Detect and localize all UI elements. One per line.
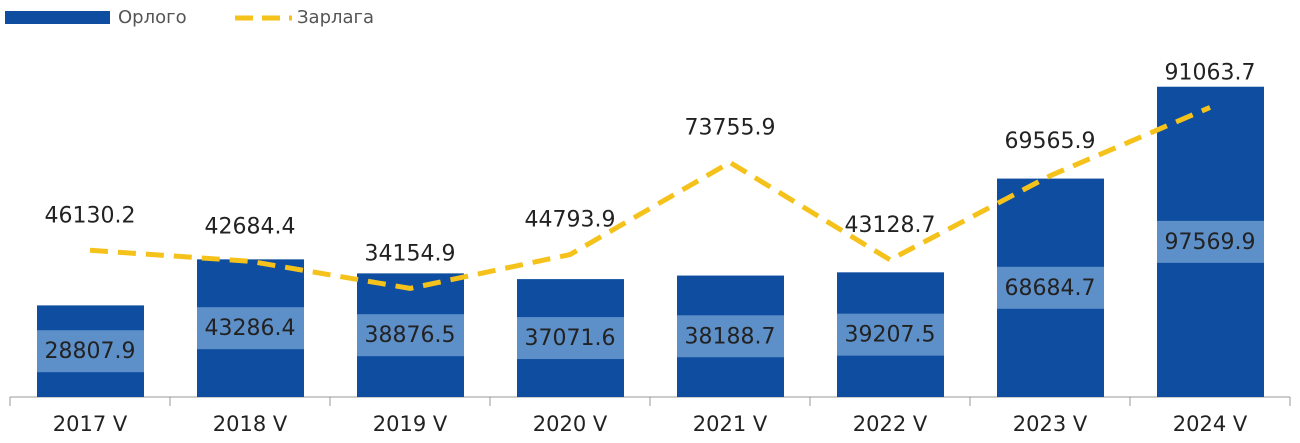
line-label: 69565.9 bbox=[1005, 129, 1096, 154]
bar-label-bg bbox=[677, 315, 784, 358]
bar-label: 38188.7 bbox=[685, 324, 776, 349]
bar-label-bg bbox=[357, 314, 464, 357]
bar-label-bg bbox=[1157, 220, 1264, 263]
legend-label: Орлого bbox=[118, 7, 187, 28]
x-tick-label: 2017 V bbox=[53, 412, 128, 436]
line-label: 91063.7 bbox=[1165, 60, 1256, 85]
bar-label: 39207.5 bbox=[845, 323, 936, 348]
x-tick-label: 2018 V bbox=[213, 412, 288, 436]
x-tick-label: 2022 V bbox=[853, 412, 928, 436]
bar-label-bg bbox=[197, 307, 304, 350]
x-tick-label: 2020 V bbox=[533, 412, 608, 436]
line-label: 46130.2 bbox=[45, 203, 136, 228]
line-label: 42684.4 bbox=[205, 214, 296, 239]
legend-label: Зарлага bbox=[297, 7, 374, 28]
line-label: 73755.9 bbox=[685, 115, 776, 140]
x-tick-label: 2019 V bbox=[373, 412, 448, 436]
x-tick-label: 2021 V bbox=[693, 412, 768, 436]
bar-label: 28807.9 bbox=[45, 339, 136, 364]
bar-label-bg bbox=[997, 266, 1104, 309]
bar-label: 43286.4 bbox=[205, 316, 296, 341]
bar-label: 97569.9 bbox=[1165, 230, 1256, 255]
bar-label-bg bbox=[517, 317, 624, 360]
bar-label: 38876.5 bbox=[365, 323, 456, 348]
bar-label: 68684.7 bbox=[1005, 276, 1096, 301]
x-tick-label: 2023 V bbox=[1013, 412, 1088, 436]
bar-label-bg bbox=[837, 313, 944, 356]
legend-swatch bbox=[5, 11, 110, 24]
line-label: 43128.7 bbox=[845, 213, 936, 238]
x-tick-label: 2024 V bbox=[1173, 412, 1248, 436]
line bbox=[89, 105, 1211, 291]
bar-label: 37071.6 bbox=[525, 326, 616, 351]
line-label: 34154.9 bbox=[365, 241, 456, 266]
bar-label-bg bbox=[37, 330, 144, 373]
line-label: 44793.9 bbox=[525, 208, 616, 233]
